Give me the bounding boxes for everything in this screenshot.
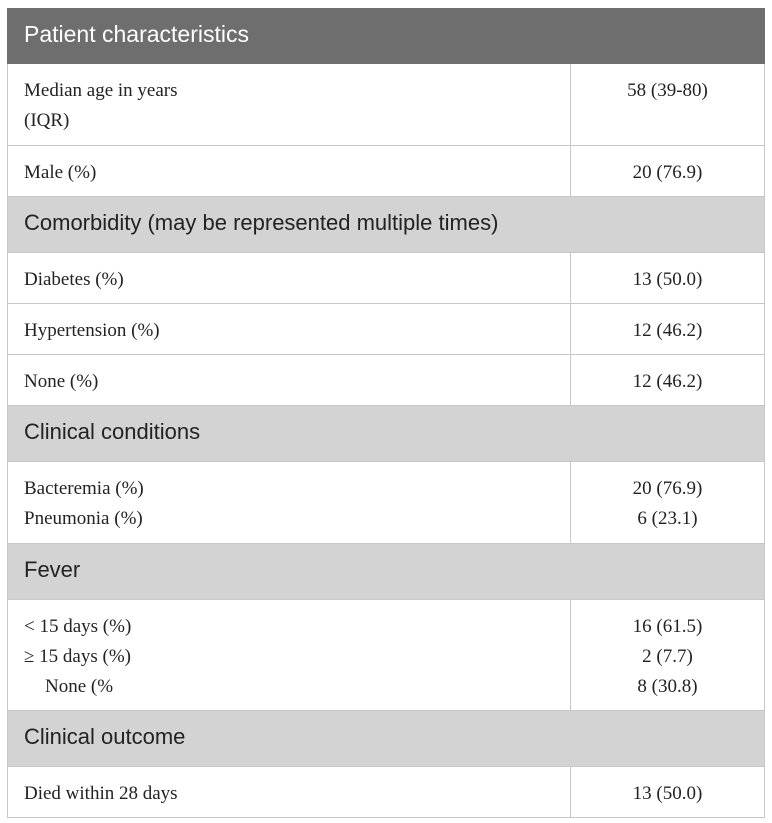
row-value: 13 (50.0) [570,766,765,818]
label-line: Hypertension (%) [24,320,160,341]
label-line: Pneumonia (%) [24,508,143,529]
row-value: 20 (76.9) [570,145,765,197]
row-label: Median age in years (IQR) [7,63,571,146]
label-line: Bacteremia (%) [24,478,144,499]
section-row: Clinical outcome [7,710,765,767]
value-line: 58 (39-80) [627,80,708,101]
value-line: 20 (76.9) [632,478,703,499]
table-row: Male (%) 20 (76.9) [7,145,765,197]
row-label: Hypertension (%) [7,303,571,355]
patient-characteristics-table: Patient characteristics Median age in ye… [7,8,765,818]
section-heading: Comorbidity (may be represented multiple… [7,196,765,253]
value-line: 12 (46.2) [632,371,703,392]
data-table: Patient characteristics Median age in ye… [7,8,765,818]
row-label: < 15 days (%) ≥ 15 days (%) None (% [7,599,571,711]
row-value: 58 (39-80) [570,63,765,146]
value-line: 13 (50.0) [632,783,703,804]
label-line: (IQR) [24,110,70,131]
row-value: 20 (76.9) 6 (23.1) [570,461,765,544]
row-value: 13 (50.0) [570,252,765,304]
row-label: Male (%) [7,145,571,197]
table-row: Hypertension (%) 12 (46.2) [7,303,765,355]
value-line: 13 (50.0) [632,269,703,290]
value-line: 2 (7.7) [642,646,693,667]
value-line: 16 (61.5) [632,616,703,637]
table-row: None (%) 12 (46.2) [7,354,765,406]
table-row: < 15 days (%) ≥ 15 days (%) None (% 16 (… [7,599,765,711]
value-line: 20 (76.9) [632,162,703,183]
table-row: Median age in years (IQR) 58 (39-80) [7,63,765,146]
table-header-row: Patient characteristics [7,8,765,64]
label-line: None (% [45,676,114,697]
section-row: Clinical conditions [7,405,765,462]
header-value-cell [570,8,765,64]
table-row: Diabetes (%) 13 (50.0) [7,252,765,304]
section-heading: Fever [7,543,765,600]
section-heading: Clinical outcome [7,710,765,767]
row-label: Diabetes (%) [7,252,571,304]
value-line: 12 (46.2) [632,320,703,341]
label-line: ≥ 15 days (%) [24,646,131,667]
row-value: 12 (46.2) [570,303,765,355]
value-line: 6 (23.1) [637,508,698,529]
label-line: < 15 days (%) [24,616,132,637]
row-value: 16 (61.5) 2 (7.7) 8 (30.8) [570,599,765,711]
section-row: Fever [7,543,765,600]
label-line: Median age in years [24,80,178,101]
table-row: Bacteremia (%) Pneumonia (%) 20 (76.9) 6… [7,461,765,544]
label-line: Died within 28 days [24,783,178,804]
row-label: None (%) [7,354,571,406]
label-line: Diabetes (%) [24,269,124,290]
row-label: Died within 28 days [7,766,571,818]
section-row: Comorbidity (may be represented multiple… [7,196,765,253]
value-line: 8 (30.8) [637,676,698,697]
row-label: Bacteremia (%) Pneumonia (%) [7,461,571,544]
label-line: Male (%) [24,162,97,183]
section-heading: Clinical conditions [7,405,765,462]
row-value: 12 (46.2) [570,354,765,406]
label-line: None (%) [24,371,99,392]
table-row: Died within 28 days 13 (50.0) [7,766,765,818]
table-title: Patient characteristics [7,8,571,64]
